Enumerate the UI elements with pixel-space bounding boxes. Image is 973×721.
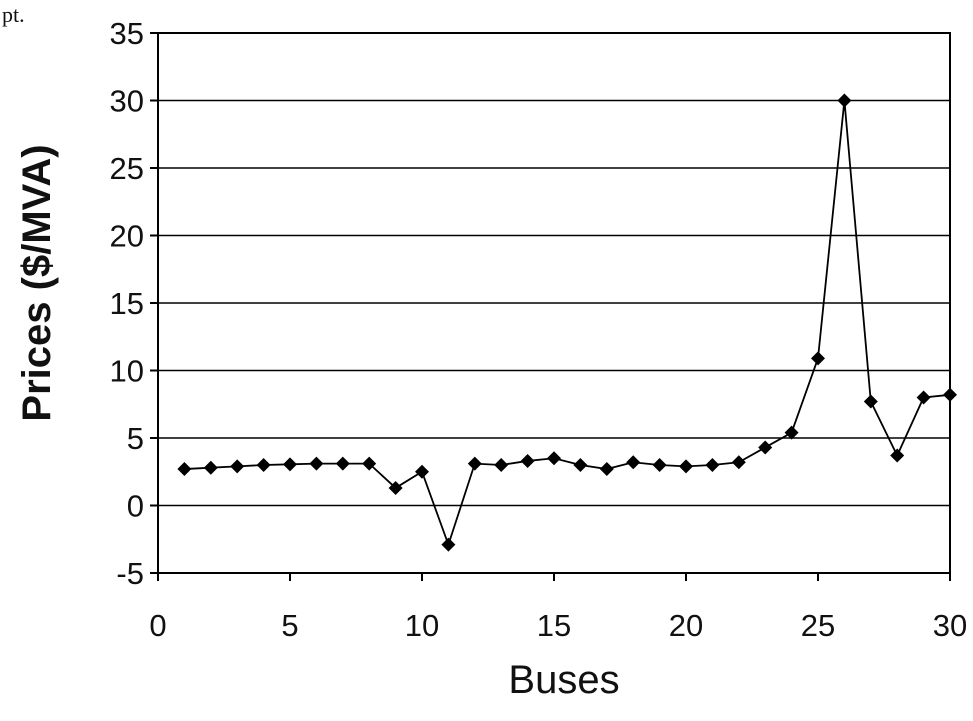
- data-point-marker: [784, 425, 799, 440]
- x-tick-label: 30: [933, 608, 967, 643]
- data-point-marker: [705, 458, 720, 472]
- data-point-marker: [177, 462, 192, 477]
- series-layer: [177, 93, 957, 552]
- y-tick-label: 5: [127, 421, 144, 456]
- series-line: [184, 100, 951, 548]
- page-fragment-text: pt.: [2, 2, 25, 27]
- data-point-marker: [388, 480, 403, 495]
- data-point-marker: [362, 456, 377, 471]
- y-tick-label: 30: [110, 84, 144, 119]
- x-tick-labels: 0 5 10 15 20 25 30: [149, 608, 967, 643]
- data-point-marker: [758, 440, 773, 455]
- data-point-marker: [890, 448, 905, 463]
- y-tick-label: 20: [110, 219, 144, 254]
- y-tick-label: 15: [110, 286, 144, 321]
- data-point-marker: [283, 457, 297, 472]
- y-tick-label: -5: [116, 556, 144, 591]
- data-point-marker: [547, 451, 561, 466]
- plot-area-frame: [157, 32, 951, 574]
- y-tick-labels: -5 0 5 10 15 20 25 30 35: [110, 16, 144, 591]
- data-point-marker: [467, 456, 482, 471]
- data-point-marker: [230, 459, 245, 474]
- data-point-marker: [811, 351, 825, 366]
- data-point-marker: [309, 456, 324, 471]
- data-point-marker: [573, 458, 588, 472]
- data-point-marker: [599, 462, 614, 477]
- data-point-marker: [679, 459, 693, 474]
- data-point-marker: [863, 394, 878, 409]
- data-point-marker: [652, 458, 667, 472]
- data-point-marker: [837, 93, 852, 108]
- y-tick-label: 35: [110, 16, 144, 51]
- y-tick-label: 0: [127, 489, 144, 524]
- y-axis-title: Prices ($/MVA): [15, 144, 59, 421]
- x-tick-label: 25: [801, 608, 835, 643]
- data-point-marker: [626, 455, 641, 470]
- x-tick-label: 20: [669, 608, 703, 643]
- data-point-marker: [256, 458, 271, 472]
- data-point-marker: [916, 390, 931, 405]
- data-point-marker: [415, 464, 429, 479]
- x-tick-label: 0: [149, 608, 166, 643]
- data-point-marker: [943, 387, 957, 402]
- x-tick-label: 10: [405, 608, 439, 643]
- x-axis-title: Buses: [508, 658, 619, 702]
- y-tick-label: 10: [110, 354, 144, 389]
- data-point-marker: [494, 458, 509, 472]
- data-point-marker: [731, 455, 746, 470]
- data-point-marker: [335, 456, 350, 471]
- data-point-marker: [441, 537, 456, 552]
- y-tick-label: 25: [110, 151, 144, 186]
- gridlines: [150, 32, 951, 581]
- data-point-marker: [203, 460, 218, 475]
- x-tick-label: 15: [537, 608, 571, 643]
- data-point-marker: [520, 453, 535, 468]
- x-tick-label: 5: [281, 608, 298, 643]
